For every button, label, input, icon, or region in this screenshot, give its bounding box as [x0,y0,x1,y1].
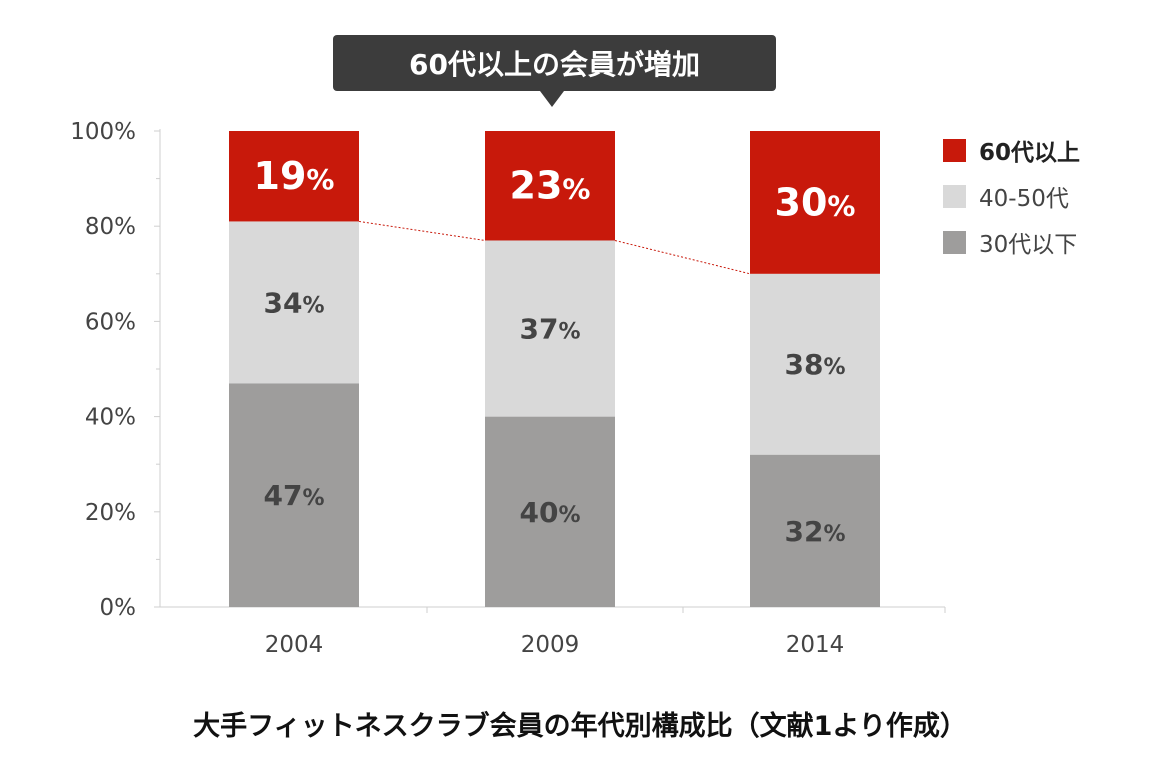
y-tick-label: 40% [85,405,136,431]
data-label: 30% [775,180,856,224]
bar-segment [750,454,880,607]
data-label: 38% [784,348,845,381]
data-label: 47% [263,479,324,512]
legend-label: 60代以上 [979,140,1081,166]
y-tick-label: 0% [100,595,137,621]
data-label: 23% [510,164,591,208]
bar-segment [485,240,615,417]
y-tick-label: 60% [85,309,136,335]
y-tick-label: 100% [70,119,136,145]
data-label: 40% [519,496,580,529]
legend-item-30-under: 30代以下 [943,219,1080,265]
callout-text: 60代以上の会員が増加 [409,48,700,81]
callout-pointer [540,91,564,107]
data-label: 37% [519,313,580,346]
bar-segment [485,416,615,607]
data-label: 19% [254,154,335,198]
data-label: 32% [784,515,845,548]
bar-segment [229,131,359,222]
bar-segment [750,273,880,455]
legend-item-40-50: 40-50代 [943,173,1080,219]
bar-segment [229,383,359,607]
data-label: 34% [263,286,324,319]
trend-line [358,220,486,241]
x-tick-label: 2014 [786,632,845,658]
legend-swatch [943,184,966,208]
y-tick-label: 80% [85,214,136,240]
legend-swatch [943,230,966,254]
trend-line [614,239,751,275]
callout-box: 60代以上の会員が増加 [333,35,776,91]
y-tick-label: 20% [85,500,136,526]
bar-segment [485,131,615,241]
legend-label: 30代以下 [979,232,1078,258]
legend-swatch [943,138,966,162]
bar-segment [229,221,359,384]
legend-item-60-plus: 60代以上 [943,127,1080,173]
x-tick-label: 2009 [521,632,580,658]
bar-segment [750,131,880,274]
legend-label: 40-50代 [979,186,1069,212]
chart-caption: 大手フィットネスクラブ会員の年代別構成比（文献1より作成） [193,711,967,742]
legend: 60代以上 40-50代 30代以下 [943,127,1080,265]
x-tick-label: 2004 [265,632,324,658]
